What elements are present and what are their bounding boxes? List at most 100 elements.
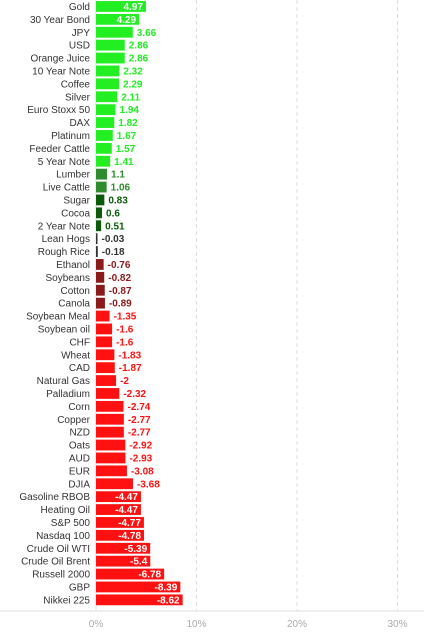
value-label-feeder-cattle: 1.57 [116, 144, 136, 155]
bar-euro-stoxx-50 [96, 104, 116, 116]
category-label-sandp-500: S&P 500 [51, 518, 91, 529]
bar-oats [96, 439, 126, 451]
category-label-nzd: NZD [69, 428, 90, 439]
value-label-gbp: -8.39 [155, 582, 178, 593]
bar-gbp [96, 581, 181, 593]
category-label-gold: Gold [69, 2, 90, 13]
bar-feeder-cattle [96, 142, 112, 154]
value-label-lean-hogs: -0.03 [102, 234, 125, 245]
bar-eur [96, 465, 127, 477]
value-label-wheat: -1.83 [118, 350, 141, 361]
category-label-nikkei-225: Nikkei 225 [43, 595, 90, 606]
value-label-crude-oil-brent: -5.4 [130, 557, 148, 568]
category-label-crude-oil-brent: Crude Oil Brent [21, 557, 90, 568]
category-label-silver: Silver [65, 92, 91, 103]
value-label-djia: -3.68 [137, 479, 160, 490]
bar-soybean-oil [96, 323, 113, 335]
value-label-live-cattle: 1.06 [111, 183, 131, 194]
value-label-oats: -2.92 [129, 441, 152, 452]
value-label-coffee: 2.29 [123, 79, 143, 90]
bar-lumber [96, 168, 108, 180]
value-label-cocoa: 0.6 [106, 208, 120, 219]
bar-10-year-note [96, 65, 120, 77]
bar-canola [96, 297, 105, 309]
bar-djia [96, 478, 133, 490]
value-label-cotton: -0.87 [109, 286, 132, 297]
value-label-30-year-bond: 4.29 [117, 15, 137, 26]
bar-heating-oil [96, 504, 141, 515]
bar-platinum [96, 130, 113, 141]
value-label-russell-2000: -6.78 [138, 570, 161, 581]
value-label-ethanol: -0.76 [108, 260, 131, 271]
value-label-gold: 4.97 [123, 2, 143, 13]
value-label-2-year-note: 0.51 [105, 221, 125, 232]
category-label-copper: Copper [57, 415, 90, 426]
category-label-coffee: Coffee [61, 79, 91, 90]
value-label-jpy: 3.66 [137, 28, 157, 39]
category-label-oats: Oats [69, 441, 90, 452]
category-label-rough-rice: Rough Rice [38, 247, 91, 258]
bar-copper [96, 413, 124, 425]
value-label-gasoline-rbob: -4.47 [115, 492, 138, 503]
value-label-soybean-oil: -1.6 [116, 324, 134, 335]
bar-nzd [96, 426, 124, 438]
bar-silver [96, 91, 118, 103]
value-label-crude-oil-wti: -5.39 [124, 544, 147, 555]
category-label-gasoline-rbob: Gasoline RBOB [19, 492, 90, 503]
category-label-corn: Corn [68, 402, 90, 413]
bar-natural-gas [96, 375, 117, 386]
x-tick-label: 30% [387, 619, 407, 630]
x-axis: 0% 10% 20% 30% [0, 610, 424, 630]
bar-corn [96, 400, 124, 412]
category-label-5-year-note: 5 Year Note [38, 157, 91, 168]
category-label-russell-2000: Russell 2000 [32, 570, 90, 581]
value-label-canola: -0.89 [109, 299, 132, 310]
category-label-djia: DJIA [68, 479, 90, 490]
category-label-gbp: GBP [69, 582, 90, 593]
category-label-cocoa: Cocoa [61, 208, 90, 219]
value-label-corn: -2.74 [128, 402, 151, 413]
bar-rough-rice [96, 246, 98, 257]
bar-sugar [96, 194, 105, 206]
bar-ethanol [96, 259, 104, 270]
category-label-orange-juice: Orange Juice [31, 54, 91, 65]
category-label-euro-stoxx-50: Euro Stoxx 50 [27, 105, 90, 116]
value-label-nasdaq-100: -4.78 [118, 531, 141, 542]
category-label-soybean-oil: Soybean oil [38, 324, 90, 335]
value-label-usd: 2.86 [129, 41, 149, 52]
bar-dax [96, 117, 115, 128]
value-label-5-year-note: 1.41 [114, 157, 134, 168]
value-label-chf: -1.6 [116, 337, 134, 348]
bar-usd [96, 39, 125, 51]
bar-crude-oil-brent [96, 555, 151, 567]
bar-30-year-bond [96, 13, 140, 25]
category-label-heating-oil: Heating Oil [41, 505, 90, 516]
x-tick-label: 20% [287, 619, 307, 630]
value-label-eur: -3.08 [131, 466, 154, 477]
value-label-platinum: 1.67 [117, 131, 137, 142]
bar-nikkei-225 [96, 594, 183, 606]
bar-jpy [96, 26, 133, 38]
bar-2-year-note [96, 220, 102, 232]
category-label-lumber: Lumber [56, 170, 91, 181]
bar-cad [96, 362, 115, 374]
value-label-dax: 1.82 [118, 118, 138, 129]
value-label-palladium: -2.32 [123, 389, 146, 400]
category-label-10-year-note: 10 Year Note [32, 66, 90, 77]
category-label-cotton: Cotton [61, 286, 90, 297]
category-label-nasdaq-100: Nasdaq 100 [36, 531, 90, 542]
x-tick-label: 0% [89, 619, 104, 630]
category-label-cad: CAD [69, 363, 90, 374]
category-label-ethanol: Ethanol [56, 260, 90, 271]
category-label-30-year-bond: 30 Year Bond [30, 15, 90, 26]
bar-orange-juice [96, 52, 125, 64]
value-label-euro-stoxx-50: 1.94 [119, 105, 139, 116]
bar-aud [96, 452, 126, 464]
bar-crude-oil-wti [96, 542, 151, 554]
category-label-lean-hogs: Lean Hogs [42, 234, 90, 245]
value-label-soybean-meal: -1.35 [114, 312, 137, 323]
value-label-orange-juice: 2.86 [129, 54, 149, 65]
category-label-eur: EUR [69, 466, 90, 477]
